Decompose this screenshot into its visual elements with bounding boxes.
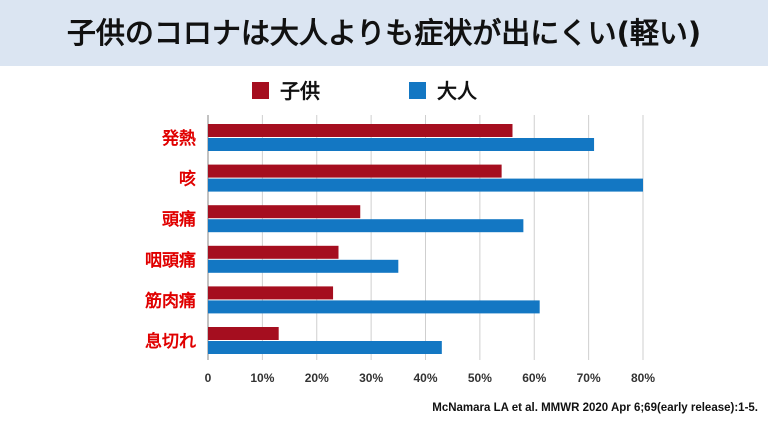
bar-adults: [208, 219, 524, 233]
category-label: 息切れ: [145, 331, 196, 352]
x-tick-label: 70%: [577, 371, 601, 385]
x-tick-label: 40%: [413, 371, 437, 385]
x-tick-label: 30%: [359, 371, 383, 385]
x-tick-label: 10%: [250, 371, 274, 385]
bar-children: [208, 245, 339, 259]
page-title: 子供のコロナは大人よりも症状が出にくい(軽い): [66, 16, 702, 50]
bar-adults: [208, 178, 643, 192]
legend-swatch: [409, 82, 426, 99]
title-bar: [0, 0, 768, 66]
x-tick-label: 20%: [305, 371, 329, 385]
category-label: 筋肉痛: [144, 290, 196, 311]
bar-adults: [208, 138, 595, 151]
bar-children: [208, 164, 502, 178]
x-tick-label: 60%: [522, 371, 546, 385]
category-label: 発熱: [161, 128, 196, 149]
bar-children: [208, 286, 334, 300]
category-label: 咽頭痛: [145, 250, 196, 271]
legend-swatch: [252, 82, 269, 99]
bar-children: [208, 124, 513, 137]
bar-adults: [208, 341, 442, 354]
bar-adults: [208, 259, 399, 273]
x-tick-label: 50%: [468, 371, 492, 385]
source-citation: McNamara LA et al. MMWR 2020 Apr 6;69(ea…: [432, 402, 758, 414]
category-label: 頭痛: [162, 209, 196, 230]
bar-children: [208, 205, 361, 219]
bar-adults: [208, 300, 540, 314]
bar-children: [208, 327, 279, 340]
x-tick-label: 80%: [631, 371, 655, 385]
legend-label: 大人: [437, 79, 478, 103]
legend-label: 子供: [280, 79, 320, 103]
category-label: 咳: [179, 169, 196, 190]
x-tick-label: 0: [205, 371, 212, 385]
